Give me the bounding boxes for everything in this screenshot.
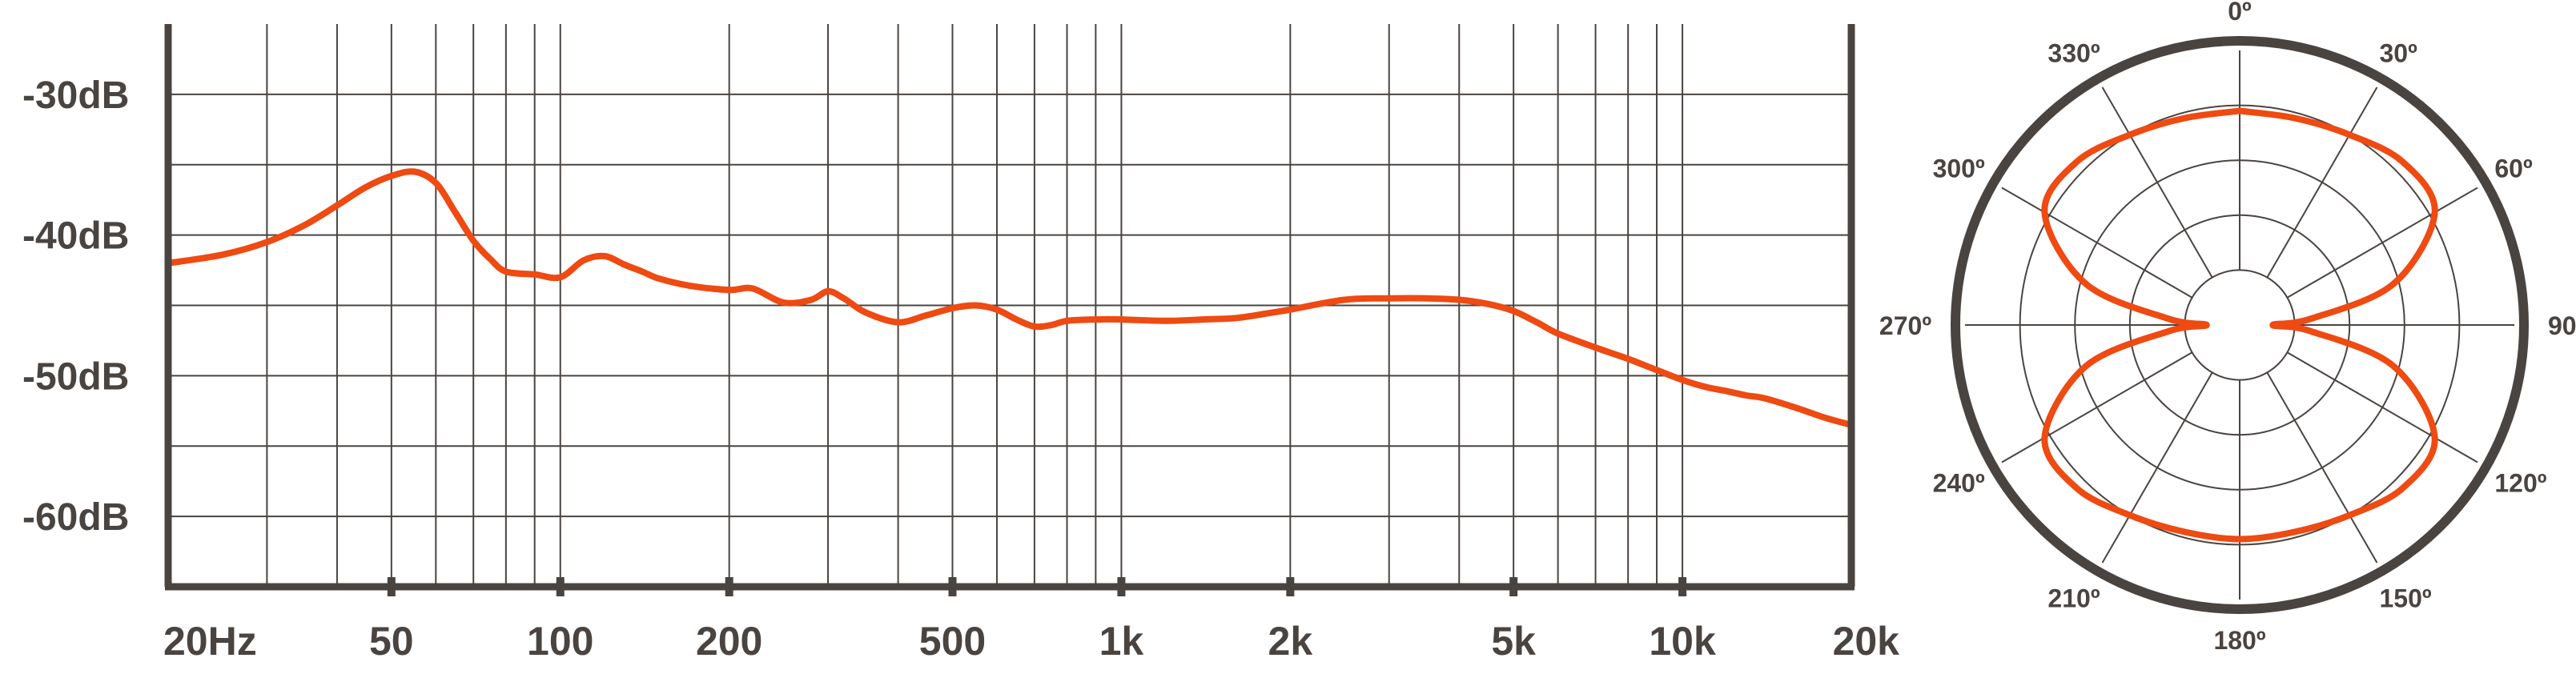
polar-angle-labels: 0º 30º 60º 90º 120º 150º 180º 210º 240º 270º 300º 3… [1879, 0, 2576, 655]
polar-angle-label: 180º [2213, 626, 2265, 655]
polar-spoke [2101, 86, 2213, 279]
polar-spoke [2286, 351, 2478, 463]
x-tick-label: 5k [1491, 619, 1536, 664]
x-tick-label: 2k [1268, 619, 1313, 664]
polar-angle-label: 60º [2494, 154, 2533, 183]
polar-angle-label: 120º [2494, 469, 2546, 498]
polar-spoke [2101, 371, 2213, 564]
x-tick-label: 20k [1833, 619, 1900, 664]
frequency-response-curve [165, 168, 1855, 428]
polar-angle-label: 150º [2380, 584, 2432, 612]
polar-angle-label: 30º [2380, 39, 2418, 68]
polar-spoke [2266, 86, 2378, 279]
x-tick-label: 20Hz [163, 619, 257, 664]
polar-angle-label: 0º [2228, 0, 2252, 26]
polar-angle-label: 300º [1933, 154, 1985, 183]
y-tick-label: -40dB [22, 215, 129, 258]
polar-spoke [2001, 351, 2193, 463]
y-axis-tick-labels: -30dB -40dB -50dB -60dB [22, 74, 129, 539]
polar-angle-label: 90º [2548, 311, 2576, 340]
polar-grid [1951, 36, 2529, 614]
frequency-grid [168, 24, 1851, 587]
polar-spoke [2266, 371, 2378, 564]
x-tick-label: 10k [1649, 619, 1716, 664]
x-tick-label: 200 [696, 619, 762, 664]
x-axis-tick-labels: 20Hz 50 100 200 500 1k 2k 5k 10k 20k [163, 619, 1899, 664]
polar-spoke [2286, 187, 2478, 299]
x-tick-label: 500 [919, 619, 986, 664]
y-tick-label: -60dB [22, 496, 129, 539]
x-tick-label: 1k [1099, 619, 1144, 664]
polar-angle-label: 330º [2048, 39, 2100, 68]
polar-pattern-chart: 0º 30º 60º 90º 120º 150º 180º 210º 240º 270º 300º 3… [1879, 0, 2576, 655]
polar-angle-label: 270º [1879, 311, 1931, 340]
x-tick-label: 50 [369, 619, 414, 664]
chart-frame [164, 24, 1855, 596]
y-tick-label: -50dB [22, 355, 129, 398]
polar-outer-ring [1951, 36, 2529, 614]
y-tick-label: -30dB [22, 74, 129, 117]
polar-spoke [2001, 187, 2193, 299]
polar-angle-label: 210º [2048, 584, 2100, 612]
frequency-response-chart: -30dB -40dB -50dB -60dB 20Hz 50 100 200 500 1k 2k… [22, 24, 1899, 664]
x-tick-label: 100 [527, 619, 593, 664]
polar-pattern-curve [2041, 107, 2438, 543]
polar-angle-label: 240º [1933, 469, 1985, 498]
